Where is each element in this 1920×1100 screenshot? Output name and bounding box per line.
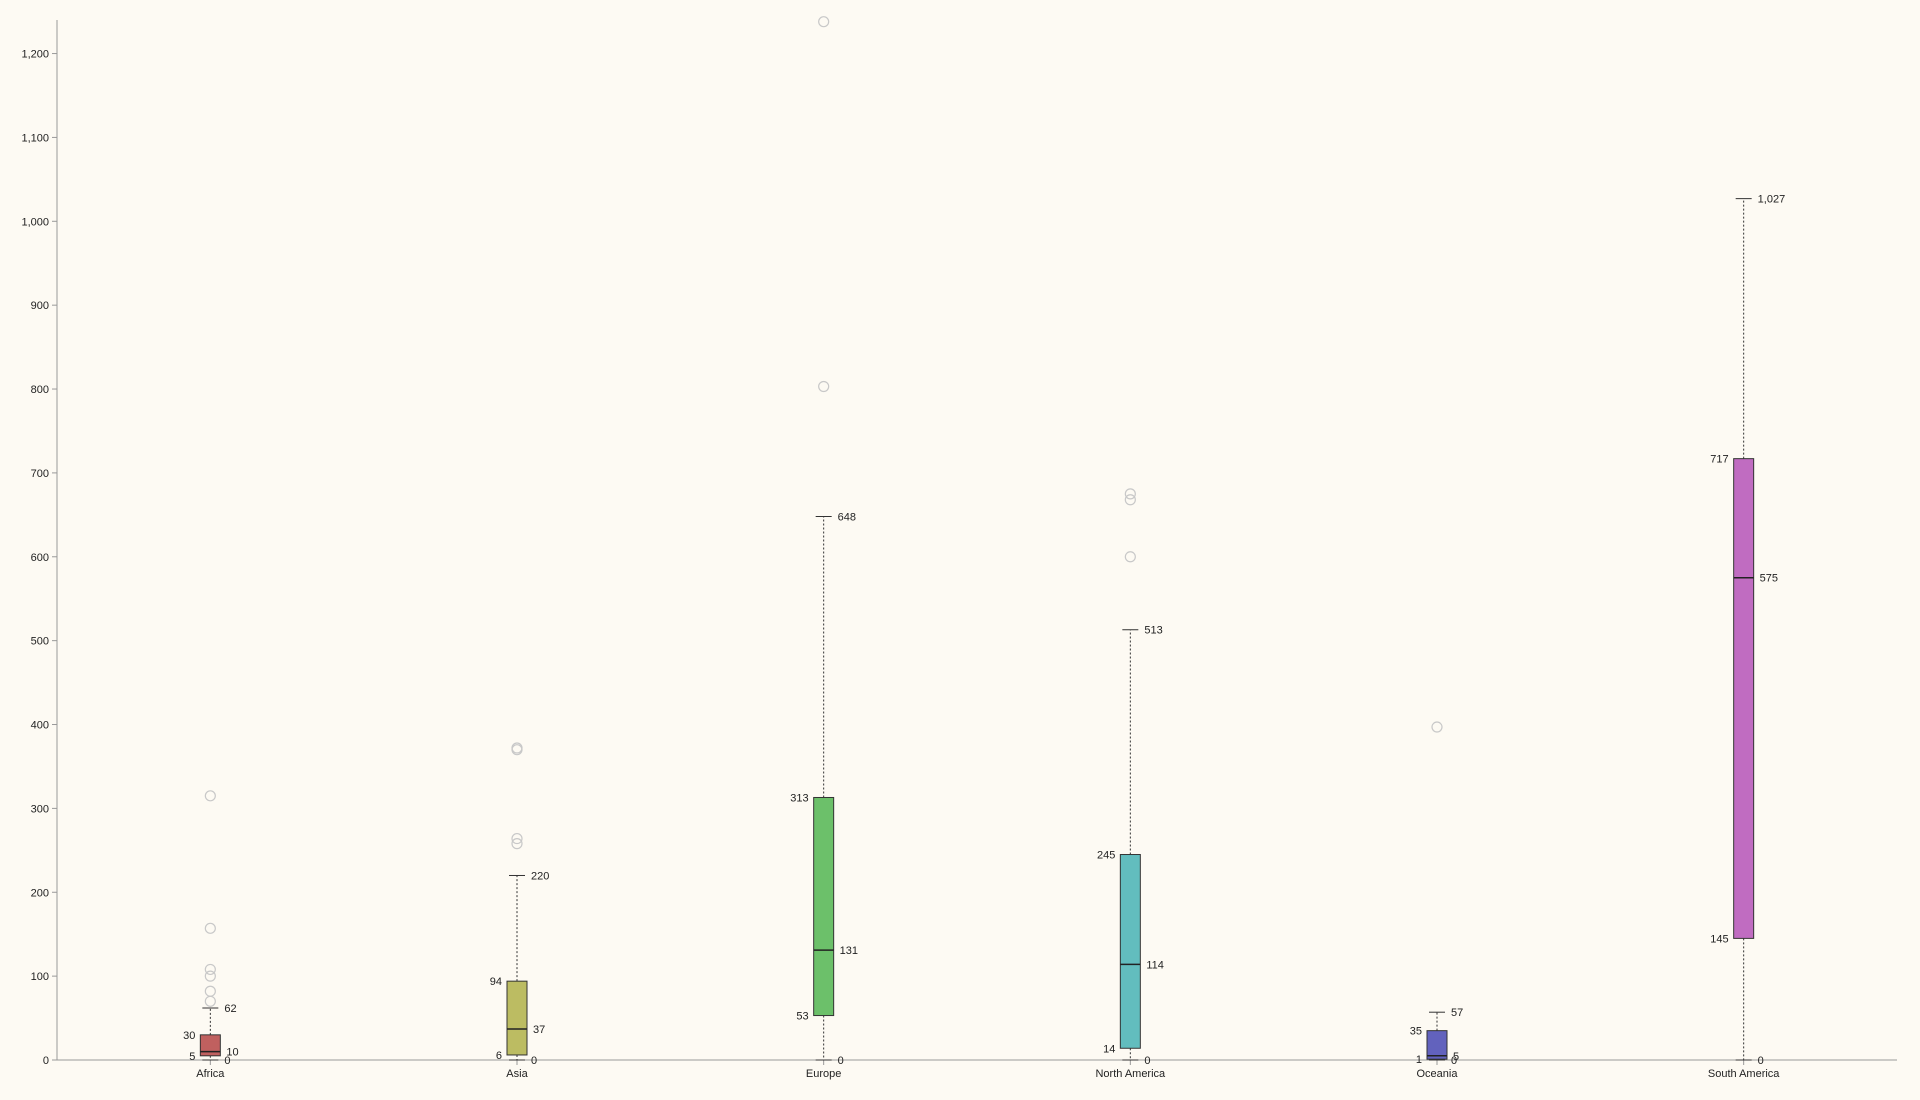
plot-area: 6210030522037094664813103135351311402451…	[183, 16, 1785, 1067]
min-label: 0	[531, 1055, 537, 1067]
y-tick-label: 1,000	[21, 216, 49, 228]
y-axis: 0 100 200 300 400 500 600 700 800 900 1,000 1,100 1,…	[21, 20, 58, 1067]
x-axis: Africa Asia Europe North America Oceania Sout…	[57, 1059, 1897, 1080]
outlier-point	[511, 742, 523, 754]
y-tick-label: 0	[43, 1055, 49, 1067]
max-label: 1,027	[1758, 194, 1786, 206]
q3-label: 313	[790, 792, 808, 804]
min-label: 0	[224, 1055, 230, 1067]
q1-label: 1	[1416, 1054, 1422, 1066]
median-label: 5	[1453, 1051, 1459, 1063]
median-label: 37	[533, 1024, 545, 1036]
outlier-point	[1431, 721, 1443, 733]
box-group-africa: 62 100 30 5	[183, 790, 239, 1067]
y-tick-label: 900	[31, 300, 49, 312]
x-tick-label: Africa	[196, 1068, 225, 1080]
outlier-point	[204, 985, 216, 997]
iqr-box	[1426, 1030, 1448, 1060]
min-label: 0	[1758, 1055, 1764, 1067]
q3-label: 94	[490, 976, 502, 988]
box-group-asia: 220 37 0 94 6	[490, 742, 549, 1067]
max-label: 220	[531, 870, 549, 882]
min-label: 0	[1451, 1055, 1457, 1067]
y-tick-label: 800	[31, 384, 49, 396]
q3-label: 30	[183, 1030, 195, 1042]
outlier-point	[204, 963, 216, 976]
y-tick-label: 1,200	[21, 49, 49, 61]
box-group-oceania: 57 50 35 1	[1410, 721, 1463, 1067]
iqr-box	[199, 1034, 221, 1057]
max-label: 57	[1451, 1007, 1463, 1019]
median-label: 10	[226, 1047, 238, 1059]
y-tick-label: 700	[31, 468, 49, 480]
y-tick-label: 200	[31, 887, 49, 899]
q3-label: 245	[1097, 850, 1115, 862]
outlier-point	[1124, 488, 1136, 500]
iqr-box	[1119, 854, 1141, 1049]
outlier-point	[1124, 494, 1136, 506]
iqr-box	[1733, 458, 1755, 939]
outlier-point	[511, 832, 523, 845]
max-label: 648	[838, 512, 856, 524]
x-tick-label: North America	[1095, 1068, 1166, 1080]
outlier-point	[818, 16, 830, 28]
outlier-point	[204, 995, 216, 1007]
y-tick-label: 100	[31, 971, 49, 983]
outlier-point	[204, 970, 216, 982]
median-label: 131	[840, 945, 858, 957]
median-label: 114	[1146, 959, 1164, 971]
outlier-point	[204, 922, 216, 934]
x-tick-label: Oceania	[1417, 1068, 1459, 1080]
q1-label: 14	[1103, 1043, 1115, 1055]
outlier-point	[204, 790, 216, 802]
min-label: 0	[838, 1055, 844, 1067]
outlier-point	[511, 838, 523, 850]
x-tick-label: South America	[1708, 1068, 1780, 1080]
median-label: 575	[1760, 573, 1778, 585]
max-label: 62	[224, 1003, 236, 1015]
y-tick-label: 400	[31, 720, 49, 732]
outlier-point	[818, 380, 830, 393]
y-tick-label: 300	[31, 803, 49, 815]
q1-label: 145	[1710, 933, 1728, 945]
q1-label: 6	[496, 1050, 502, 1062]
box-group-south-america: 1,027 575 0 717 145	[1710, 194, 1785, 1067]
x-tick-label: Europe	[806, 1068, 841, 1080]
q3-label: 717	[1710, 454, 1728, 466]
box-group-north-america: 513 114 0 245 14	[1097, 488, 1164, 1067]
outlier-point	[1124, 551, 1136, 563]
iqr-box	[813, 796, 835, 1017]
max-label: 513	[1144, 625, 1162, 637]
y-tick-label: 1,100	[21, 132, 49, 144]
x-tick-label: Asia	[506, 1068, 528, 1080]
y-tick-label: 500	[31, 636, 49, 648]
iqr-box	[506, 980, 528, 1056]
min-label: 0	[1144, 1055, 1150, 1067]
q1-label: 53	[796, 1011, 808, 1023]
q1-label: 5	[189, 1051, 195, 1063]
box-group-europe: 648 131 0 313 53	[790, 16, 858, 1067]
q3-label: 35	[1410, 1026, 1422, 1038]
y-tick-label: 600	[31, 552, 49, 564]
